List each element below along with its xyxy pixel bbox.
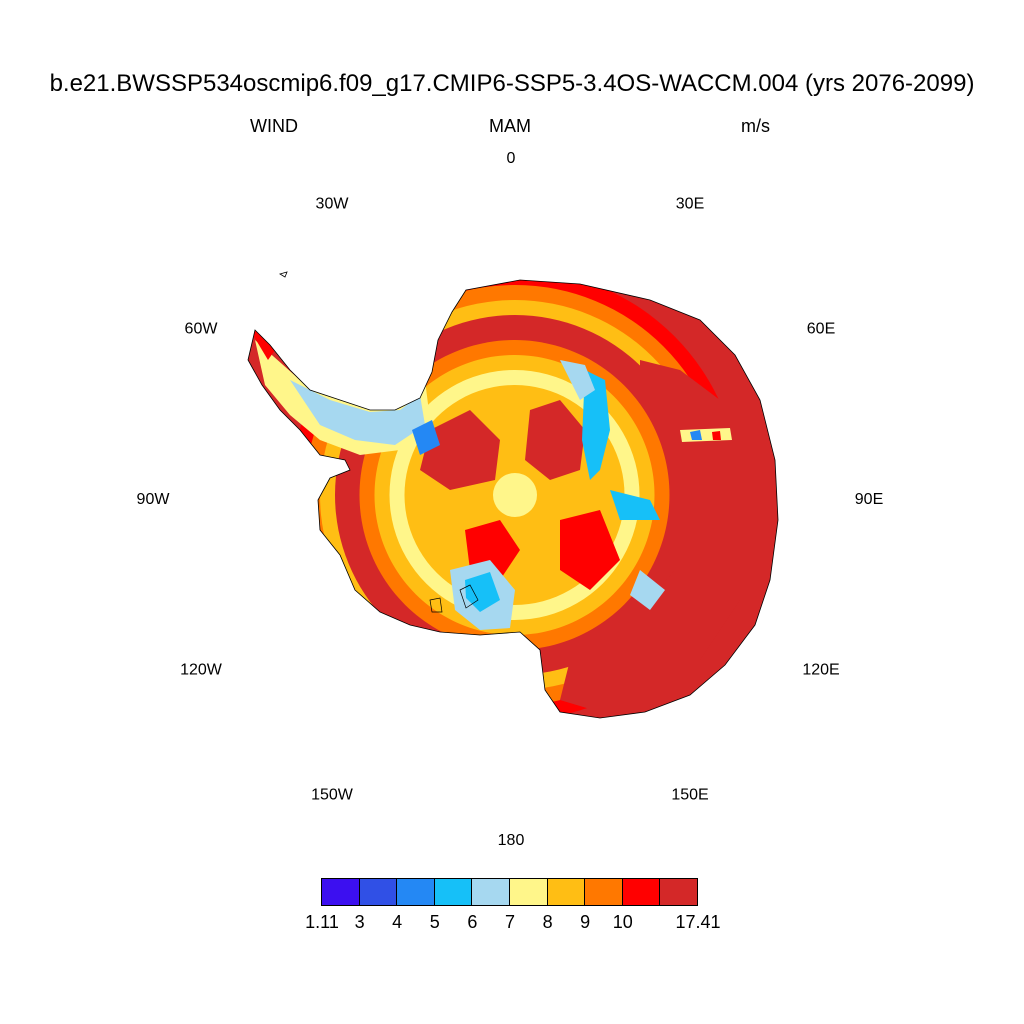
units-label: m/s	[741, 116, 770, 136]
colorbar-tick-label: 5	[429, 912, 440, 932]
colorbar-tick-label: 4	[392, 912, 403, 932]
colorbar-tick-label: 3	[354, 912, 365, 932]
colorbar-box-7	[584, 878, 623, 906]
colorbar-box-2	[396, 878, 435, 906]
wind-field	[248, 280, 778, 718]
lon-label-180: 180	[498, 832, 525, 849]
lon-label-150w: 150W	[311, 786, 354, 803]
lon-label-60w: 60W	[185, 321, 219, 338]
lon-label-60e: 60E	[807, 321, 835, 338]
colorbar-tick-label: 17.41	[675, 912, 721, 932]
variable-label: WIND	[250, 116, 298, 136]
season-label: MAM	[489, 116, 531, 136]
colorbar-tick-label: 1.11	[305, 912, 339, 932]
lon-label-120e: 120E	[802, 662, 839, 679]
colorbar-tick-label: 6	[467, 912, 478, 932]
lon-label-150e: 150E	[671, 786, 708, 803]
plot-title: b.e21.BWSSP534oscmip6.f09_g17.CMIP6-SSP5…	[49, 70, 975, 97]
colorbar-box-8	[621, 878, 661, 906]
colorbar-box-6	[546, 878, 586, 906]
lon-label-90e: 90E	[855, 491, 883, 508]
longitude-labels: 0 30E 60E 90E 120E 150E 180 150W 120W 90W 60W 30W	[137, 150, 884, 849]
colorbar-box-0	[321, 878, 360, 906]
lon-label-0: 0	[507, 150, 516, 167]
ice-shelf-outline	[429, 584, 479, 613]
colorbar-tick-label: 7	[504, 912, 516, 932]
colorbar-box-1	[358, 878, 398, 906]
island-outline	[279, 271, 288, 278]
lon-label-30w: 30W	[316, 196, 350, 213]
colorbar-box-3	[433, 878, 473, 906]
colorbar	[321, 878, 698, 906]
coastline	[247, 279, 779, 719]
lon-label-90w: 90W	[137, 491, 171, 508]
colorbar-tick-label: 10	[612, 912, 633, 932]
lon-label-120w: 120W	[180, 662, 223, 679]
colorbar-box-5	[508, 878, 548, 906]
colorbar-tick-label: 9	[580, 912, 591, 932]
colorbar-tick-label: 8	[542, 912, 553, 932]
colorbar-box-4	[471, 878, 510, 906]
lon-label-30e: 30E	[676, 196, 704, 213]
colorbar-box-9	[659, 878, 698, 906]
